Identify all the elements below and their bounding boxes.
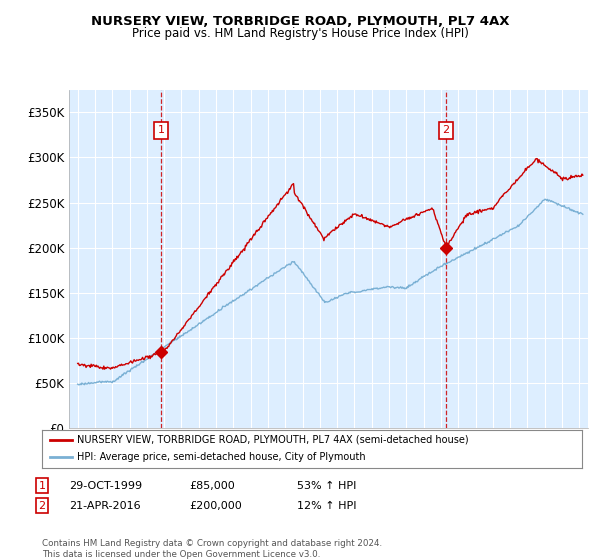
Text: 1: 1 <box>158 125 165 136</box>
Text: £200,000: £200,000 <box>189 501 242 511</box>
Text: NURSERY VIEW, TORBRIDGE ROAD, PLYMOUTH, PL7 4AX: NURSERY VIEW, TORBRIDGE ROAD, PLYMOUTH, … <box>91 15 509 28</box>
Text: 29-OCT-1999: 29-OCT-1999 <box>69 480 142 491</box>
Text: 2: 2 <box>443 125 450 136</box>
Text: HPI: Average price, semi-detached house, City of Plymouth: HPI: Average price, semi-detached house,… <box>77 452 366 463</box>
Text: 21-APR-2016: 21-APR-2016 <box>69 501 140 511</box>
Text: Contains HM Land Registry data © Crown copyright and database right 2024.
This d: Contains HM Land Registry data © Crown c… <box>42 539 382 559</box>
Text: NURSERY VIEW, TORBRIDGE ROAD, PLYMOUTH, PL7 4AX (semi-detached house): NURSERY VIEW, TORBRIDGE ROAD, PLYMOUTH, … <box>77 435 469 445</box>
Text: 2: 2 <box>38 501 46 511</box>
Text: 12% ↑ HPI: 12% ↑ HPI <box>297 501 356 511</box>
Text: 1: 1 <box>38 480 46 491</box>
Text: £85,000: £85,000 <box>189 480 235 491</box>
Text: Price paid vs. HM Land Registry's House Price Index (HPI): Price paid vs. HM Land Registry's House … <box>131 27 469 40</box>
Text: 53% ↑ HPI: 53% ↑ HPI <box>297 480 356 491</box>
